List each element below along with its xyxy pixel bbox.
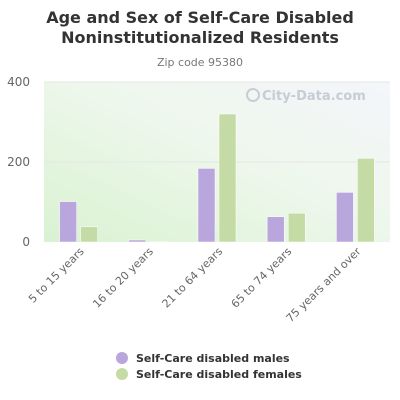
legend-item-females: Self-Care disabled females bbox=[116, 366, 302, 382]
bar-females bbox=[218, 113, 237, 243]
legend-swatch-males bbox=[116, 352, 128, 364]
chart-title: Age and Sex of Self-Care Disabled Nonins… bbox=[0, 8, 400, 48]
bar-females bbox=[80, 226, 98, 243]
x-tick-label: 21 to 64 years bbox=[159, 245, 225, 311]
watermark: City-Data.com bbox=[246, 88, 366, 104]
y-tick-label: 200 bbox=[7, 155, 30, 169]
chart-title-line-1: Age and Sex of Self-Care Disabled bbox=[46, 8, 354, 27]
y-tick-label: 0 bbox=[22, 235, 30, 249]
bar-females bbox=[357, 158, 375, 243]
x-tick-label: 75 years and over bbox=[284, 245, 364, 325]
bar-males bbox=[59, 201, 77, 243]
x-tick-label: 65 to 74 years bbox=[229, 245, 295, 311]
legend-label-males: Self-Care disabled males bbox=[136, 351, 290, 365]
chart-subtitle: Zip code 95380 bbox=[156, 56, 244, 69]
legend: Self-Care disabled males Self-Care disab… bbox=[116, 350, 302, 382]
chart-title-line-2: Noninstitutionalized Residents bbox=[61, 28, 339, 47]
bar-females bbox=[287, 212, 306, 243]
bar-males bbox=[128, 239, 147, 243]
bar-males bbox=[197, 168, 216, 243]
legend-item-males: Self-Care disabled males bbox=[116, 350, 302, 366]
legend-swatch-females bbox=[116, 368, 128, 380]
svg-text:City-Data.com: City-Data.com bbox=[262, 89, 366, 104]
bar-males bbox=[266, 216, 285, 243]
bar-males bbox=[336, 192, 354, 243]
x-tick-label: 16 to 20 years bbox=[90, 245, 156, 311]
x-tick-label: 5 to 15 years bbox=[26, 245, 87, 306]
legend-label-females: Self-Care disabled females bbox=[136, 367, 302, 381]
bar-females bbox=[149, 240, 168, 243]
y-tick-label: 400 bbox=[7, 75, 30, 89]
